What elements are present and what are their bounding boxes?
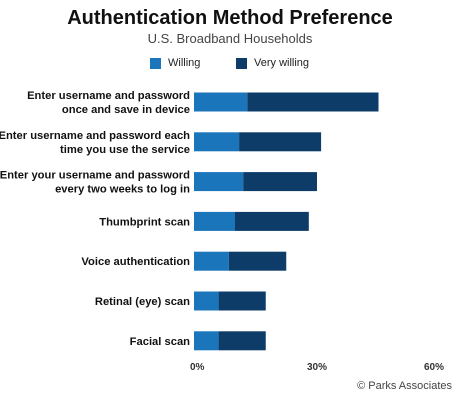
chart-subtitle: U.S. Broadband Households [147, 31, 313, 46]
bar-very-willing [218, 291, 266, 311]
legend-item-willing: Willing [150, 55, 200, 71]
bar-very-willing [247, 92, 379, 112]
category-label-line: time you use the service [60, 144, 190, 156]
bar-willing [194, 211, 235, 231]
category-label-line: every two weeks to log in [55, 184, 190, 196]
category-label-line: Retinal (eye) scan [95, 296, 190, 308]
bar-very-willing [239, 132, 322, 152]
bar-very-willing [218, 331, 266, 351]
category-label: Thumbprint scan [99, 216, 190, 228]
x-tick-label: 0% [190, 362, 205, 373]
legend-swatch-very-willing [236, 57, 247, 69]
x-tick-label: 30% [307, 362, 327, 373]
bar-very-willing [235, 211, 309, 231]
bar-willing [194, 132, 240, 152]
source-credit: © Parks Associates [357, 380, 452, 392]
category-label-line: Enter username and password each [0, 130, 190, 142]
bar-very-willing [243, 172, 317, 192]
category-label: Facial scan [130, 336, 190, 348]
category-label-line: Enter your username and password [0, 170, 190, 182]
category-label-line: Thumbprint scan [99, 216, 190, 228]
bar-willing [194, 251, 229, 271]
legend-item-very-willing: Very willing [236, 55, 309, 71]
category-label-line: Voice authentication [81, 256, 190, 268]
bar-willing [194, 92, 248, 112]
chart-legend: Willing Very willing [0, 55, 460, 71]
category-label: Enter username and password once and save… [27, 90, 190, 116]
category-label-line: Facial scan [130, 336, 190, 348]
bar-very-willing [228, 251, 287, 271]
category-label: Enter your username and password every tw… [0, 170, 190, 196]
legend-label-very-willing: Very willing [254, 57, 310, 69]
category-label: Enter username and password each time you… [0, 130, 190, 156]
chart-title: Authentication Method Preference [67, 7, 393, 29]
category-label-line: Enter username and password [27, 90, 190, 102]
bar-willing [194, 172, 244, 192]
bar-willing [194, 331, 219, 351]
category-label: Voice authentication [81, 256, 190, 268]
category-label-line: once and save in device [62, 104, 190, 116]
bar-willing [194, 291, 219, 311]
category-label: Retinal (eye) scan [95, 296, 190, 308]
legend-label-willing: Willing [168, 57, 201, 69]
legend-swatch-willing [150, 57, 161, 69]
x-tick-label: 60% [424, 362, 444, 373]
